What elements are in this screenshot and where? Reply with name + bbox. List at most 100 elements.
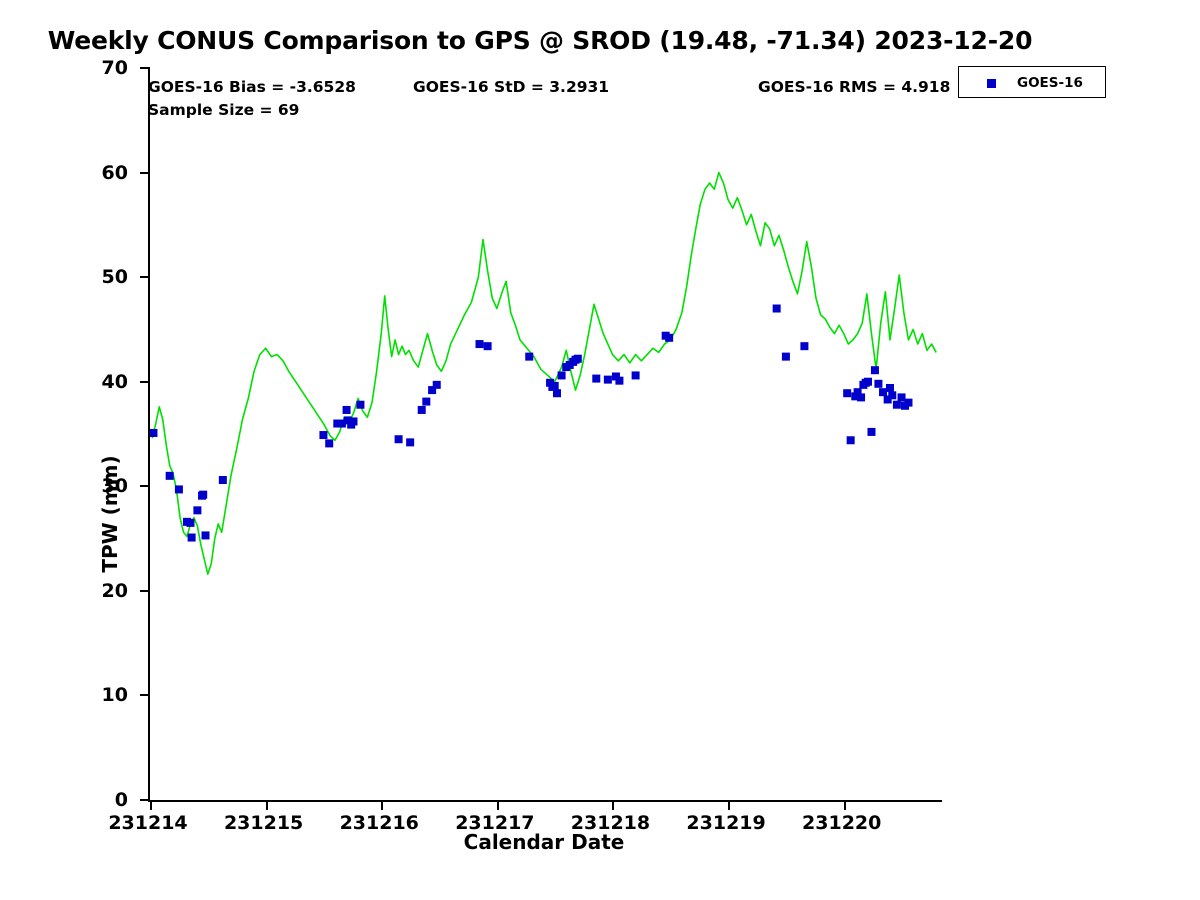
scatter-point <box>218 476 227 485</box>
scatter-point <box>349 417 358 426</box>
scatter-point <box>904 398 913 407</box>
scatter-point <box>874 379 883 388</box>
annotation-rms: GOES-16 RMS = 4.918 <box>758 78 951 96</box>
scatter-point <box>879 388 888 397</box>
y-tick-label: 20 <box>101 579 128 602</box>
scatter-series-goes16 <box>150 304 913 542</box>
scatter-point <box>846 436 855 445</box>
y-tick-label: 30 <box>101 475 128 498</box>
x-tick-mark <box>728 800 731 810</box>
plot-inner <box>150 68 942 800</box>
x-tick-label: 231220 <box>802 812 882 834</box>
scatter-point <box>857 393 866 402</box>
scatter-point <box>325 439 334 448</box>
scatter-point <box>428 386 437 395</box>
scatter-point <box>174 485 183 494</box>
scatter-point <box>199 490 208 499</box>
scatter-point <box>165 471 174 480</box>
scatter-point <box>888 391 897 400</box>
legend-marker-goes16 <box>987 79 996 88</box>
line-series-gps <box>151 171 937 575</box>
scatter-point <box>319 431 328 440</box>
scatter-point <box>800 342 809 351</box>
y-tick-mark <box>140 799 150 801</box>
scatter-point <box>417 405 426 414</box>
scatter-point <box>573 354 582 363</box>
y-tick-mark <box>140 171 150 174</box>
y-tick-mark <box>140 589 150 592</box>
scatter-point <box>394 435 403 444</box>
scatter-point <box>781 352 790 361</box>
scatter-point <box>853 388 862 397</box>
scatter-point <box>337 419 346 428</box>
scatter-point <box>592 374 601 383</box>
scatter-point <box>611 372 620 381</box>
scatter-point <box>483 342 492 351</box>
chart-title: Weekly CONUS Comparison to GPS @ SROD (1… <box>47 26 1033 55</box>
annotation-bias: GOES-16 Bias = -3.6528 <box>148 78 356 96</box>
x-tick-mark <box>150 800 152 810</box>
series-canvas <box>150 171 937 575</box>
scatter-point <box>892 400 901 409</box>
x-tick-mark <box>612 800 615 810</box>
scatter-point <box>187 533 196 542</box>
scatter-point <box>475 340 484 349</box>
scatter-point <box>342 405 351 414</box>
y-tick-label: 10 <box>101 684 128 707</box>
scatter-point <box>864 377 872 386</box>
scatter-point <box>150 428 158 437</box>
y-tick-label: 50 <box>101 266 128 289</box>
x-tick-mark <box>381 800 384 810</box>
scatter-point <box>665 333 674 342</box>
scatter-point <box>557 371 566 380</box>
y-tick-mark <box>140 380 150 383</box>
scatter-point <box>356 400 365 409</box>
annotation-std: GOES-16 StD = 3.2931 <box>413 78 610 96</box>
y-tick-mark <box>140 276 150 279</box>
scatter-point <box>870 366 879 375</box>
legend-label-goes16: GOES-16 <box>1017 75 1083 91</box>
scatter-point <box>883 395 892 404</box>
x-tick-mark <box>843 800 846 810</box>
x-axis-label: Calendar Date <box>463 830 625 854</box>
scatter-point <box>550 381 559 390</box>
scatter-point <box>201 531 210 540</box>
y-tick-label: 60 <box>101 161 128 184</box>
scatter-point <box>432 380 441 389</box>
scatter-point <box>603 375 612 384</box>
x-tick-mark <box>496 800 499 810</box>
y-tick-mark <box>140 67 150 69</box>
scatter-point <box>897 393 906 402</box>
x-tick-mark <box>265 800 268 810</box>
x-tick-label: 231215 <box>223 812 304 834</box>
scatter-point <box>615 376 624 385</box>
scatter-point <box>422 397 431 406</box>
scatter-point <box>843 389 852 398</box>
y-tick-label: 0 <box>114 789 128 811</box>
scatter-point <box>406 438 415 447</box>
scatter-point <box>546 378 555 387</box>
annotation-sample-size: Sample Size = 69 <box>148 101 300 119</box>
scatter-point <box>552 389 561 398</box>
scatter-point <box>343 416 352 425</box>
scatter-point <box>333 419 342 428</box>
scatter-point <box>186 518 195 527</box>
x-tick-label: 231219 <box>686 812 766 834</box>
plot-area: TPW (mm) <box>98 67 942 810</box>
y-tick-mark <box>140 694 150 697</box>
scatter-point <box>885 383 894 392</box>
y-tick-mark <box>140 485 150 488</box>
x-tick-label: 231217 <box>455 812 535 834</box>
y-axis-label: TPW (mm) <box>98 455 122 573</box>
scatter-point <box>851 392 860 401</box>
scatter-point <box>772 304 781 313</box>
scatter-point <box>525 352 534 361</box>
y-tick-label: 70 <box>101 57 128 79</box>
scatter-point <box>867 427 876 436</box>
scatter-point <box>193 506 202 515</box>
scatter-point <box>631 371 640 380</box>
x-tick-label: 231216 <box>339 812 419 834</box>
x-tick-label: 231218 <box>570 812 651 834</box>
legend: GOES-16 <box>958 66 1106 98</box>
